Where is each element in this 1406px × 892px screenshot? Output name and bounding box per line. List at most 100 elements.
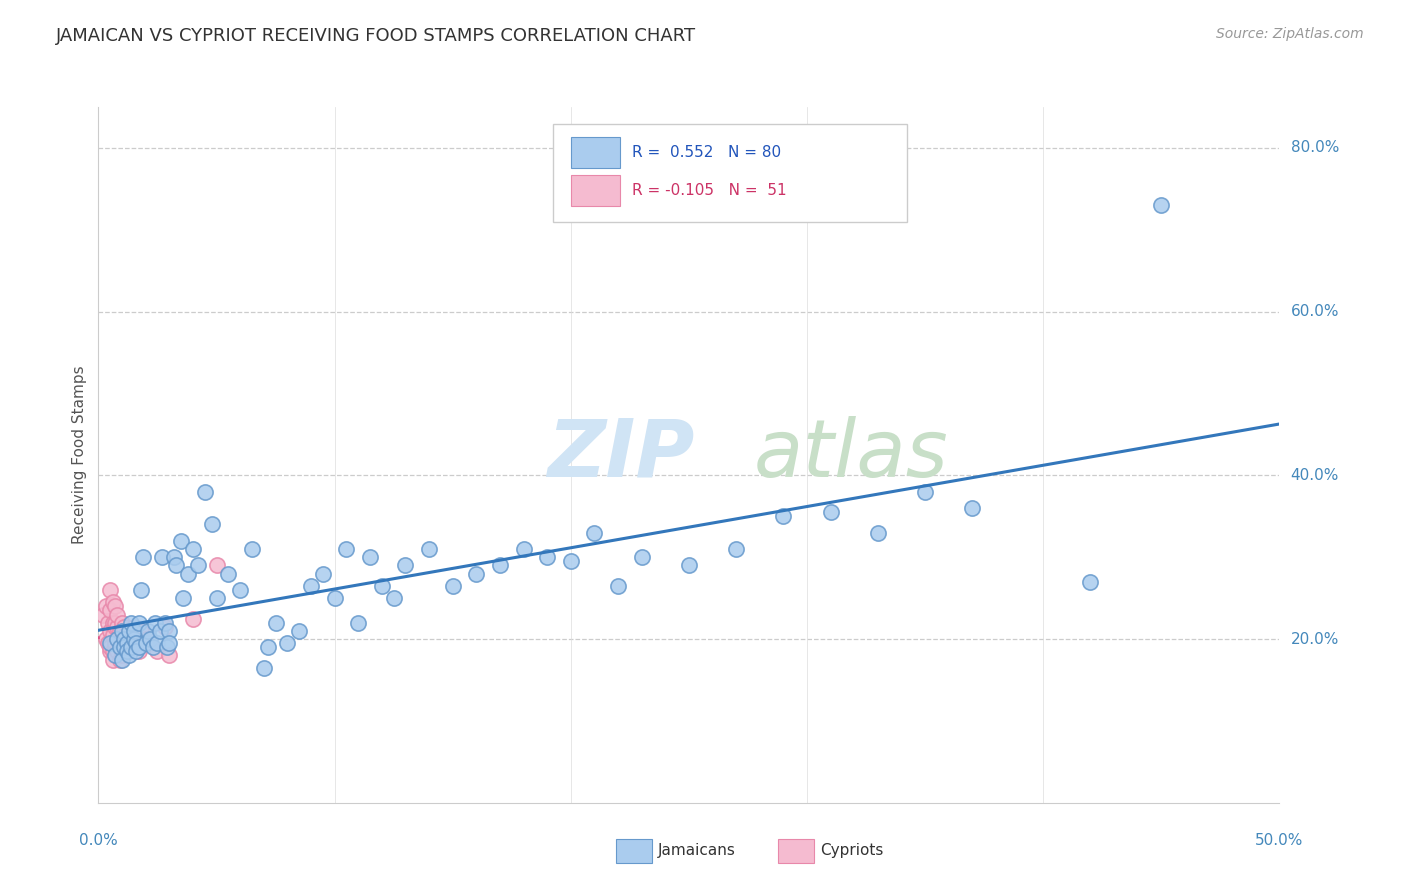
Point [163,550,186,565]
Point [165,558,187,573]
Point [139,636,162,650]
Point [1150,198,1173,212]
Point [112,620,135,634]
Point [111,624,134,638]
Point [489,558,512,573]
Point [118,624,141,638]
Point [194,484,217,499]
Point [104,620,127,634]
Point [181,612,204,626]
Point [98,636,121,650]
Text: 80.0%: 80.0% [1291,140,1339,155]
Point [465,566,488,581]
Point [98,603,121,617]
Point [217,566,239,581]
Point [146,644,169,658]
Point [121,640,143,655]
Point [394,558,416,573]
Point [104,640,127,655]
Text: ZIP: ZIP [547,416,695,494]
Point [105,620,128,634]
Point [118,644,141,658]
Point [157,636,180,650]
Point [253,661,276,675]
Point [678,558,700,573]
Point [150,550,173,565]
Point [111,652,134,666]
Point [98,624,121,638]
Point [91,607,114,622]
Point [135,632,157,646]
Text: Source: ZipAtlas.com: Source: ZipAtlas.com [1216,27,1364,41]
Point [288,624,311,638]
Point [101,652,124,666]
Point [115,636,138,650]
Point [560,554,582,568]
Point [205,558,228,573]
Text: Cypriots: Cypriots [820,844,883,858]
Point [1080,574,1102,589]
Point [122,620,145,634]
Point [607,579,630,593]
Text: Jamaicans: Jamaicans [658,844,735,858]
Point [118,648,141,663]
Point [111,648,134,663]
Point [820,505,842,519]
Point [418,542,440,557]
Point [98,640,121,655]
Point [157,624,180,638]
Point [257,640,280,655]
Point [172,591,194,606]
Point [128,615,150,630]
Point [240,542,263,557]
Point [122,632,145,646]
Text: R =  0.552   N = 80: R = 0.552 N = 80 [633,145,782,160]
Point [630,550,652,565]
Point [121,636,143,650]
Point [125,636,148,650]
Point [98,582,121,597]
Point [299,579,322,593]
Point [108,624,131,638]
Text: 60.0%: 60.0% [1291,304,1339,319]
Point [115,644,138,658]
Point [94,599,117,614]
Point [94,632,117,646]
Point [122,632,145,646]
Point [105,607,128,622]
Point [146,636,169,650]
Point [772,509,794,524]
Point [101,628,124,642]
Text: JAMAICAN VS CYPRIOT RECEIVING FOOD STAMPS CORRELATION CHART: JAMAICAN VS CYPRIOT RECEIVING FOOD STAMP… [56,27,696,45]
Point [153,615,176,630]
Y-axis label: Receiving Food Stamps: Receiving Food Stamps [72,366,87,544]
Point [725,542,748,557]
Point [105,632,128,646]
Point [101,644,124,658]
Point [382,591,405,606]
Point [104,636,127,650]
Point [149,624,172,638]
Point [108,652,131,666]
Point [101,595,124,609]
Text: atlas: atlas [754,416,949,494]
Point [359,550,381,565]
Point [347,615,370,630]
Point [181,542,204,557]
Point [512,542,534,557]
Point [536,550,558,565]
Point [583,525,606,540]
Point [962,501,984,516]
Point [122,624,145,638]
Point [153,620,176,634]
Point [177,566,200,581]
Point [142,640,165,655]
Point [97,636,120,650]
Text: 40.0%: 40.0% [1291,468,1339,483]
Point [128,644,150,658]
Point [441,579,464,593]
Point [111,628,134,642]
Point [205,591,228,606]
Point [111,615,134,630]
Point [111,636,134,650]
